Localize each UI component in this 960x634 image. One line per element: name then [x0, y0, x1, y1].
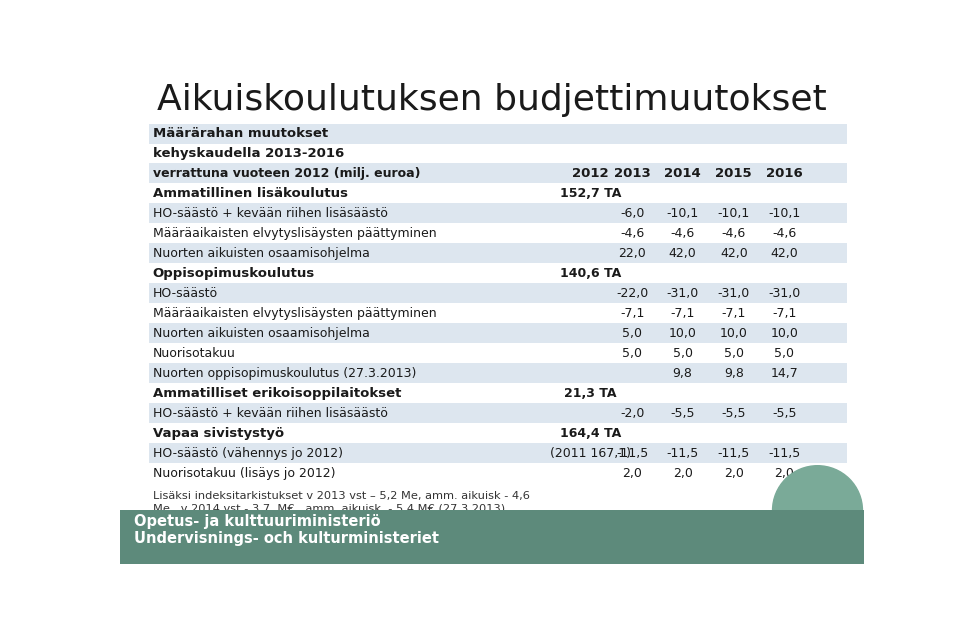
Text: -11,5: -11,5 — [718, 447, 750, 460]
Text: 5,0: 5,0 — [774, 347, 794, 359]
Text: -11,5: -11,5 — [768, 447, 801, 460]
Text: 2,0: 2,0 — [774, 467, 794, 480]
Bar — [150, 163, 847, 183]
Text: Ammatilliset erikoisoppilaitokset: Ammatilliset erikoisoppilaitokset — [153, 387, 401, 400]
Text: 14,7: 14,7 — [770, 367, 798, 380]
Text: 10,0: 10,0 — [770, 327, 798, 340]
Text: 5,0: 5,0 — [673, 347, 693, 359]
Bar — [150, 144, 847, 164]
Bar — [150, 443, 847, 463]
Text: 2,0: 2,0 — [724, 467, 744, 480]
Text: verrattuna vuoteen 2012 (milj. euroa): verrattuna vuoteen 2012 (milj. euroa) — [153, 167, 420, 179]
Text: -5,5: -5,5 — [722, 407, 746, 420]
Bar — [150, 183, 847, 203]
Text: -2,0: -2,0 — [620, 407, 644, 420]
Text: 2013: 2013 — [613, 167, 651, 179]
Text: -5,5: -5,5 — [772, 407, 797, 420]
Text: Nuorten aikuisten osaamisohjelma: Nuorten aikuisten osaamisohjelma — [153, 247, 370, 260]
Text: 2014: 2014 — [664, 167, 701, 179]
Text: -11,5: -11,5 — [666, 447, 699, 460]
Text: Opetus- ja kulttuuriministeriö: Opetus- ja kulttuuriministeriö — [134, 514, 380, 529]
Text: -7,1: -7,1 — [620, 307, 644, 320]
Bar — [150, 463, 847, 483]
Text: -10,1: -10,1 — [666, 207, 699, 219]
Bar — [150, 424, 847, 443]
Text: HO-säästö + kevään riihen lisäsäästö: HO-säästö + kevään riihen lisäsäästö — [153, 407, 388, 420]
Text: Nuorisotakuu (lisäys jo 2012): Nuorisotakuu (lisäys jo 2012) — [153, 467, 335, 480]
Text: HO-säästö (vähennys jo 2012): HO-säästö (vähennys jo 2012) — [153, 447, 343, 460]
Text: Määrärahan muutokset: Määrärahan muutokset — [153, 127, 327, 140]
Bar — [150, 223, 847, 243]
Text: 2012: 2012 — [572, 167, 609, 179]
Text: 5,0: 5,0 — [724, 347, 744, 359]
Text: 5,0: 5,0 — [622, 347, 642, 359]
Text: -4,6: -4,6 — [772, 227, 796, 240]
Text: 42,0: 42,0 — [770, 247, 798, 260]
Text: -4,6: -4,6 — [620, 227, 644, 240]
Text: 9,8: 9,8 — [673, 367, 692, 380]
Text: -6,0: -6,0 — [620, 207, 644, 219]
Bar — [150, 124, 847, 144]
Bar — [150, 263, 847, 283]
Bar — [150, 203, 847, 223]
Text: 2,0: 2,0 — [673, 467, 692, 480]
Text: -22,0: -22,0 — [616, 287, 648, 300]
Text: -11,5: -11,5 — [616, 447, 648, 460]
Text: Nuorten oppisopimuskoulutus (27.3.2013): Nuorten oppisopimuskoulutus (27.3.2013) — [153, 367, 416, 380]
Text: Vapaa sivistystyö: Vapaa sivistystyö — [153, 427, 283, 440]
Text: Lisäksi indeksitarkistukset v 2013 vst – 5,2 Me, amm. aikuisk - 4,6: Lisäksi indeksitarkistukset v 2013 vst –… — [153, 491, 529, 501]
Text: 9,8: 9,8 — [724, 367, 744, 380]
Bar — [150, 343, 847, 363]
Bar — [150, 363, 847, 384]
Text: -7,1: -7,1 — [772, 307, 797, 320]
Bar — [150, 323, 847, 343]
Text: Me , v 2014 vst - 3,7  M€,  amm. aikuisk. - 5,4 M€ (27.3.2013): Me , v 2014 vst - 3,7 M€, amm. aikuisk. … — [153, 503, 505, 514]
Text: -4,6: -4,6 — [670, 227, 695, 240]
Text: 42,0: 42,0 — [669, 247, 697, 260]
Circle shape — [773, 466, 862, 555]
Text: Aikuiskoulutuksen budjettimuutokset: Aikuiskoulutuksen budjettimuutokset — [157, 83, 827, 117]
Text: -7,1: -7,1 — [722, 307, 746, 320]
Text: -31,0: -31,0 — [718, 287, 750, 300]
Text: 22,0: 22,0 — [618, 247, 646, 260]
Text: 42,0: 42,0 — [720, 247, 748, 260]
Text: 164,4 TA: 164,4 TA — [560, 427, 621, 440]
Text: Nuorten aikuisten osaamisohjelma: Nuorten aikuisten osaamisohjelma — [153, 327, 370, 340]
Text: 140,6 TA: 140,6 TA — [560, 267, 621, 280]
Text: 10,0: 10,0 — [720, 327, 748, 340]
Text: Määräaikaisten elvytyslisäysten päättyminen: Määräaikaisten elvytyslisäysten päättymi… — [153, 307, 436, 320]
Text: Nuorisotakuu: Nuorisotakuu — [153, 347, 235, 359]
Text: 2015: 2015 — [715, 167, 752, 179]
Text: 2,0: 2,0 — [622, 467, 642, 480]
Bar — [150, 283, 847, 303]
Bar — [150, 303, 847, 323]
Text: -5,5: -5,5 — [670, 407, 695, 420]
Text: kehyskaudella 2013-2016: kehyskaudella 2013-2016 — [153, 147, 344, 160]
Text: Oppisopimuskoulutus: Oppisopimuskoulutus — [153, 267, 315, 280]
Text: -7,1: -7,1 — [670, 307, 695, 320]
Bar — [120, 510, 864, 564]
Text: 5,0: 5,0 — [622, 327, 642, 340]
Text: 21,3 TA: 21,3 TA — [564, 387, 616, 400]
Bar — [150, 403, 847, 424]
Text: HO-säästö + kevään riihen lisäsäästö: HO-säästö + kevään riihen lisäsäästö — [153, 207, 388, 219]
Text: (2011 167,1): (2011 167,1) — [550, 447, 631, 460]
Text: Undervisnings- och kulturministeriet: Undervisnings- och kulturministeriet — [134, 531, 439, 547]
Text: -31,0: -31,0 — [666, 287, 699, 300]
Text: -10,1: -10,1 — [768, 207, 801, 219]
Text: 2016: 2016 — [766, 167, 803, 179]
Text: Ammatillinen lisäkoulutus: Ammatillinen lisäkoulutus — [153, 186, 348, 200]
Text: Määräaikaisten elvytyslisäysten päättyminen: Määräaikaisten elvytyslisäysten päättymi… — [153, 227, 436, 240]
Text: -10,1: -10,1 — [718, 207, 750, 219]
Bar — [150, 384, 847, 403]
Bar — [150, 243, 847, 263]
Text: 152,7 TA: 152,7 TA — [560, 186, 621, 200]
Text: -31,0: -31,0 — [768, 287, 801, 300]
Text: HO-säästö: HO-säästö — [153, 287, 218, 300]
Text: 10,0: 10,0 — [669, 327, 697, 340]
Text: -4,6: -4,6 — [722, 227, 746, 240]
